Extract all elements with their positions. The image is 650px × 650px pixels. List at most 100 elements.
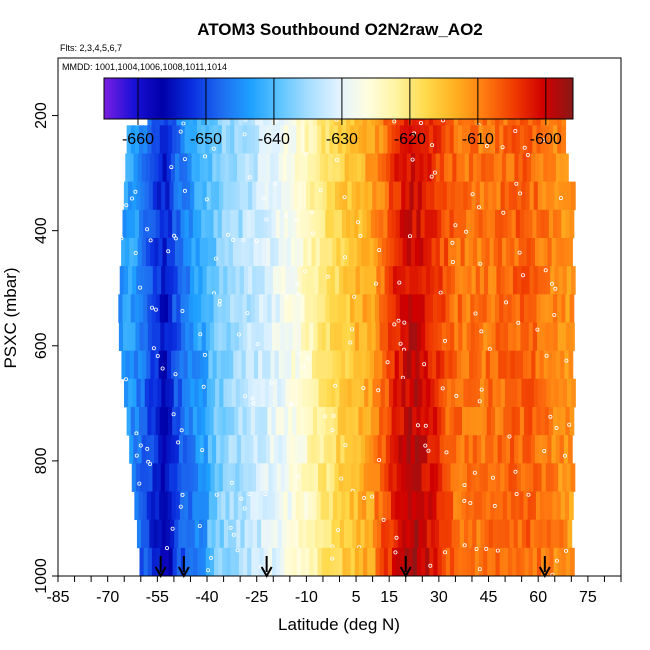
curtain-cell [138, 350, 143, 380]
curtain-cell [269, 435, 275, 464]
curtain-cell [159, 125, 165, 154]
curtain-cell [359, 463, 365, 492]
curtain-cell [566, 463, 572, 492]
curtain-cell [482, 294, 488, 323]
curtain-cell [358, 294, 364, 323]
x-tick-label: -55 [146, 589, 169, 606]
curtain-cell [184, 491, 189, 521]
curtain-cell [133, 350, 139, 380]
curtain-cell [174, 237, 180, 267]
curtain-cell [331, 378, 336, 408]
curtain-cell [434, 519, 440, 549]
curtain-cell [427, 153, 433, 183]
curtain-cell [419, 237, 424, 267]
curtain-cell [290, 153, 296, 183]
curtain-cell [443, 519, 448, 549]
curtain-cell [548, 406, 554, 436]
curtain-cell [282, 237, 288, 267]
curtain-cell [241, 153, 246, 183]
curtain-cell [354, 125, 360, 154]
curtain-cell [394, 153, 400, 183]
curtain-cell [543, 237, 549, 267]
curtain-cell [248, 519, 254, 549]
curtain-cell [311, 153, 317, 183]
curtain-cell [158, 237, 164, 267]
curtain-cell [468, 153, 474, 183]
curtain-cell [383, 322, 389, 352]
curtain-cell [225, 491, 231, 521]
curtain-cell [195, 435, 201, 464]
curtain-band [131, 461, 576, 493]
curtain-cell [429, 547, 435, 576]
measurement-point [440, 386, 445, 391]
curtain-cell [238, 294, 244, 323]
curtain-cell [143, 209, 148, 239]
curtain-cell [195, 237, 201, 267]
curtain-cell [280, 547, 285, 576]
curtain-cell [374, 406, 380, 436]
curtain-cell [544, 491, 549, 521]
curtain-cell [229, 491, 235, 521]
measurement-point [484, 546, 489, 551]
curtain-cell [493, 153, 499, 183]
curtain-cell [393, 519, 399, 549]
measurement-point [179, 428, 184, 433]
curtain-cell [379, 125, 384, 154]
curtain-cell [569, 294, 575, 323]
curtain-cell [430, 519, 436, 549]
curtain-cell [346, 294, 351, 323]
curtain-cell [457, 294, 463, 323]
curtain-cell [213, 294, 219, 323]
measurement-point [284, 294, 289, 299]
curtain-cell [399, 294, 405, 323]
curtain-cell [274, 153, 280, 183]
curtain-cell [362, 125, 368, 154]
curtain-cell [498, 350, 503, 380]
curtain-cell [134, 491, 140, 521]
measurement-point [304, 151, 309, 156]
curtain-cell [499, 125, 504, 154]
curtain-cell [154, 153, 159, 183]
curtain-cell [255, 322, 261, 352]
measurement-point [541, 138, 546, 143]
curtain-cell [342, 322, 348, 352]
curtain-cell [337, 125, 343, 154]
curtain-cell [394, 435, 399, 464]
curtain-cell [517, 181, 522, 211]
curtain-cell [310, 266, 315, 295]
curtain-cell [249, 435, 254, 464]
curtain-cell [481, 153, 487, 183]
curtain-cell [309, 547, 314, 576]
curtain-cell [400, 547, 406, 576]
curtain-cell [395, 294, 401, 323]
curtain-cell [427, 237, 433, 267]
curtain-cell [370, 209, 376, 239]
curtain-cell [280, 463, 286, 492]
curtain-cell [490, 491, 496, 521]
curtain-cell [237, 153, 242, 183]
measurement-point [514, 491, 519, 496]
measurement-point [124, 203, 129, 208]
curtain-cell [489, 435, 495, 464]
curtain-cell [274, 350, 280, 380]
curtain-cell [209, 209, 215, 239]
curtain-cell [569, 209, 575, 239]
curtain-cell [221, 294, 227, 323]
curtain-cell [512, 266, 518, 295]
curtain-cell [264, 266, 270, 295]
curtain-cell [392, 547, 397, 576]
curtain-cell [126, 294, 132, 323]
curtain-cell [465, 350, 470, 380]
measurement-point [518, 191, 523, 196]
measurement-point [170, 526, 175, 531]
curtain-cell [530, 435, 536, 464]
curtain-cell [326, 463, 332, 492]
curtain-cell [474, 294, 480, 323]
curtain-cell [336, 350, 342, 380]
curtain-cell [421, 181, 427, 211]
curtain-cell [470, 294, 475, 323]
curtain-cell [258, 491, 264, 521]
curtain-cell [240, 435, 246, 464]
curtain-cell [160, 463, 166, 492]
measurement-point [370, 494, 375, 499]
